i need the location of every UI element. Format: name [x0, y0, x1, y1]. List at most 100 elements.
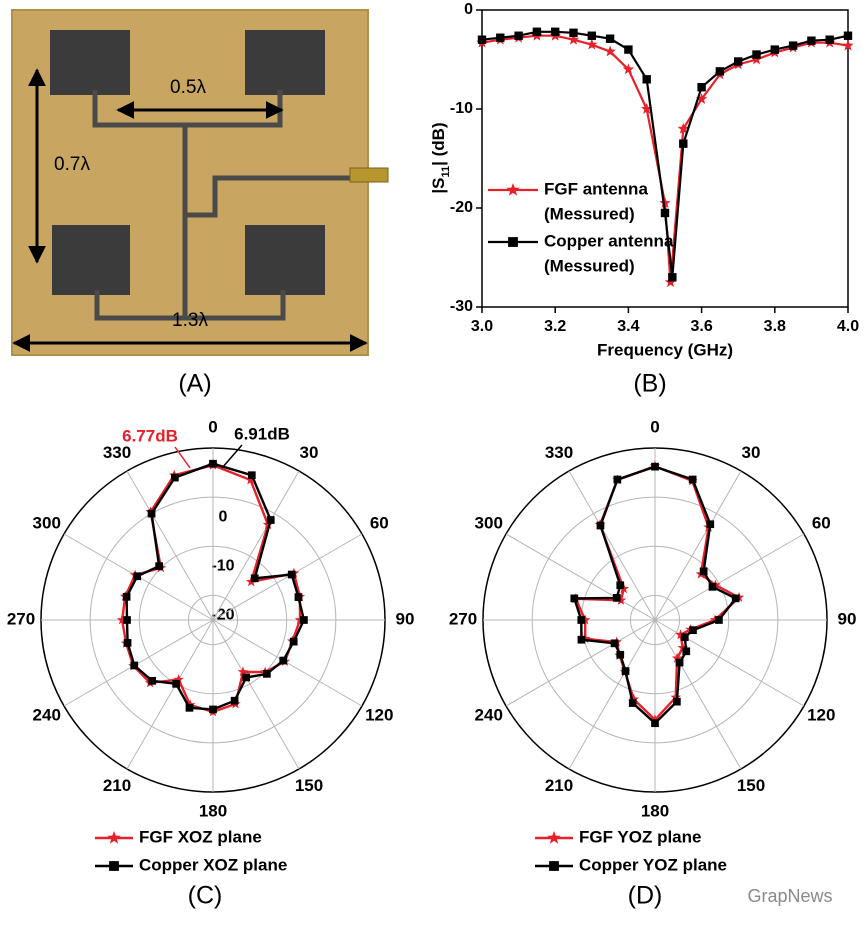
- grid-spoke: [654, 470, 742, 621]
- annotation-pointer: [174, 446, 191, 469]
- angle-tick-label: 0: [208, 417, 217, 436]
- r-tick-label: 0: [219, 508, 228, 525]
- panel-caption: (C): [188, 882, 223, 910]
- angle-tick-label: 180: [199, 801, 227, 820]
- dimension-label: 0.7λ: [54, 154, 90, 175]
- series-line: [481, 30, 849, 278]
- angle-tick-label: 240: [475, 705, 503, 724]
- square-marker: [679, 139, 688, 148]
- grid-spoke: [654, 619, 742, 770]
- square-marker: [688, 475, 697, 484]
- r-tick-label: -10: [211, 558, 234, 575]
- star-marker: [842, 39, 854, 51]
- square-marker: [551, 27, 560, 36]
- series-line: [125, 462, 306, 711]
- angle-tick-label: 60: [812, 513, 831, 532]
- annotation: 6.91dB: [234, 424, 290, 443]
- grid-spoke: [505, 533, 656, 621]
- square-marker: [263, 670, 271, 678]
- star-marker: [675, 629, 686, 640]
- square-marker: [843, 31, 853, 40]
- square-marker: [605, 34, 615, 43]
- antenna-photo: 0.5λ 0.7λ 1.3λ: [11, 9, 389, 356]
- square-marker: [123, 616, 131, 624]
- star-marker: [671, 652, 683, 663]
- grid-spoke: [568, 619, 656, 770]
- square-marker: [624, 45, 633, 54]
- legend-marker: [547, 831, 561, 844]
- square-marker: [621, 667, 630, 675]
- square-marker: [734, 57, 743, 66]
- star-marker: [604, 45, 616, 57]
- square-marker: [247, 471, 256, 480]
- square-marker: [706, 520, 715, 529]
- square-marker: [230, 696, 239, 705]
- legend-marker: [508, 237, 518, 247]
- square-marker: [616, 650, 625, 659]
- y-tick-label: -10: [450, 100, 473, 117]
- angle-tick-label: 150: [737, 776, 765, 795]
- legend-label: (Messured): [544, 204, 635, 223]
- angle-tick-label: 30: [300, 443, 319, 462]
- square-marker: [577, 616, 586, 624]
- angle-tick-label: 120: [807, 705, 835, 724]
- square-marker: [673, 697, 681, 706]
- square-marker: [668, 273, 677, 282]
- grid-spoke: [568, 470, 656, 621]
- x-tick-label: 3.8: [764, 318, 786, 335]
- grid-spoke: [63, 619, 214, 707]
- grid-spoke: [654, 533, 805, 621]
- legend-label: (Messured): [544, 256, 635, 275]
- x-tick-label: 3.0: [471, 318, 493, 335]
- square-marker: [185, 703, 194, 712]
- square-marker: [715, 616, 723, 624]
- square-marker: [122, 593, 131, 601]
- series-line: [120, 463, 302, 714]
- angle-tick-label: 210: [545, 776, 573, 795]
- legend-marker: [107, 831, 121, 844]
- square-marker: [587, 31, 596, 40]
- grid-spoke: [126, 470, 214, 621]
- square-marker: [133, 572, 142, 581]
- square-marker: [596, 521, 605, 530]
- plot-frame: [481, 9, 849, 308]
- dimension-label: 1.3λ: [172, 310, 208, 331]
- square-marker: [289, 637, 298, 646]
- star-marker: [622, 63, 635, 75]
- square-marker: [209, 705, 217, 714]
- angle-tick-label: 90: [396, 609, 415, 628]
- angle-tick-label: 330: [103, 443, 131, 462]
- legend-label: Copper antenna: [544, 231, 674, 250]
- legend-label: Copper XOZ plane: [139, 855, 287, 874]
- square-marker: [715, 67, 725, 76]
- square-marker: [155, 562, 163, 570]
- y-axis-label: |S11| (dB): [429, 122, 451, 193]
- star-marker: [649, 714, 661, 725]
- grid-spoke: [212, 619, 300, 770]
- square-marker: [642, 75, 651, 84]
- star-marker: [659, 197, 671, 208]
- square-marker: [287, 570, 296, 579]
- star-marker: [294, 614, 306, 625]
- square-marker: [731, 594, 740, 603]
- square-marker: [788, 41, 798, 50]
- square-marker: [697, 83, 706, 92]
- y-tick-label: 0: [464, 1, 473, 18]
- legend-marker: [506, 183, 520, 196]
- square-marker: [569, 28, 578, 37]
- square-marker: [708, 582, 717, 591]
- x-tick-label: 3.4: [617, 318, 639, 335]
- square-marker: [209, 459, 217, 468]
- legend-label: FGF antenna: [544, 179, 648, 198]
- angle-tick-label: 60: [370, 513, 389, 532]
- square-marker: [266, 516, 275, 524]
- square-marker: [514, 31, 523, 40]
- watermark: GrapNews: [747, 886, 832, 906]
- star-marker: [677, 642, 688, 653]
- star-marker: [750, 53, 763, 65]
- square-marker: [610, 639, 619, 648]
- square-marker: [616, 581, 625, 590]
- square-marker: [660, 208, 670, 218]
- square-marker: [680, 633, 689, 642]
- angle-tick-label: 0: [650, 417, 659, 436]
